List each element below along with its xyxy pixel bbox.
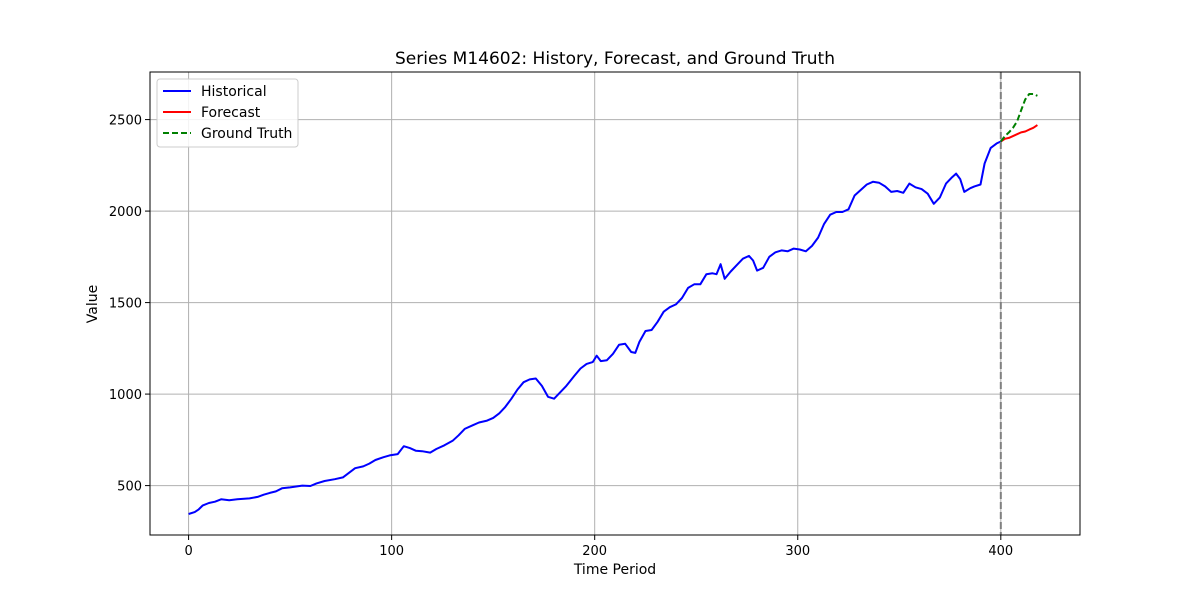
grid: [150, 72, 1080, 535]
y-tick-label: 2000: [109, 205, 142, 220]
series-line-forecast: [1000, 124, 1038, 143]
y-axis-label: Value: [85, 285, 101, 323]
series-layer: [188, 93, 1038, 515]
x-tick-label: 100: [379, 544, 404, 559]
x-axis-label: Time Period: [573, 562, 656, 578]
x-tick-label: 200: [582, 544, 607, 559]
x-tick-label: 400: [988, 544, 1013, 559]
legend-label: Forecast: [201, 105, 261, 121]
y-tick-label: 2500: [109, 114, 142, 129]
y-tick-label: 1500: [109, 297, 142, 312]
x-axis-ticks: 0 100 200 300 400: [184, 535, 1013, 559]
plot-frame: [149, 71, 1081, 536]
series-line-historical: [188, 140, 1002, 515]
legend-box: [156, 78, 299, 148]
series-line-ground-truth: [1000, 93, 1038, 143]
legend-label: Historical: [201, 84, 267, 100]
y-tick-label: 1000: [109, 388, 142, 403]
y-tick-label: 500: [117, 480, 142, 495]
x-tick-label: 300: [785, 544, 810, 559]
x-tick-label: 0: [184, 544, 192, 559]
legend-label: Ground Truth: [201, 126, 292, 142]
legend: Historical Forecast Ground Truth: [156, 78, 299, 148]
y-axis-ticks: 500 1000 1500 2000 2500: [109, 114, 150, 495]
chart-title: Series M14602: History, Forecast, and Gr…: [395, 49, 835, 69]
